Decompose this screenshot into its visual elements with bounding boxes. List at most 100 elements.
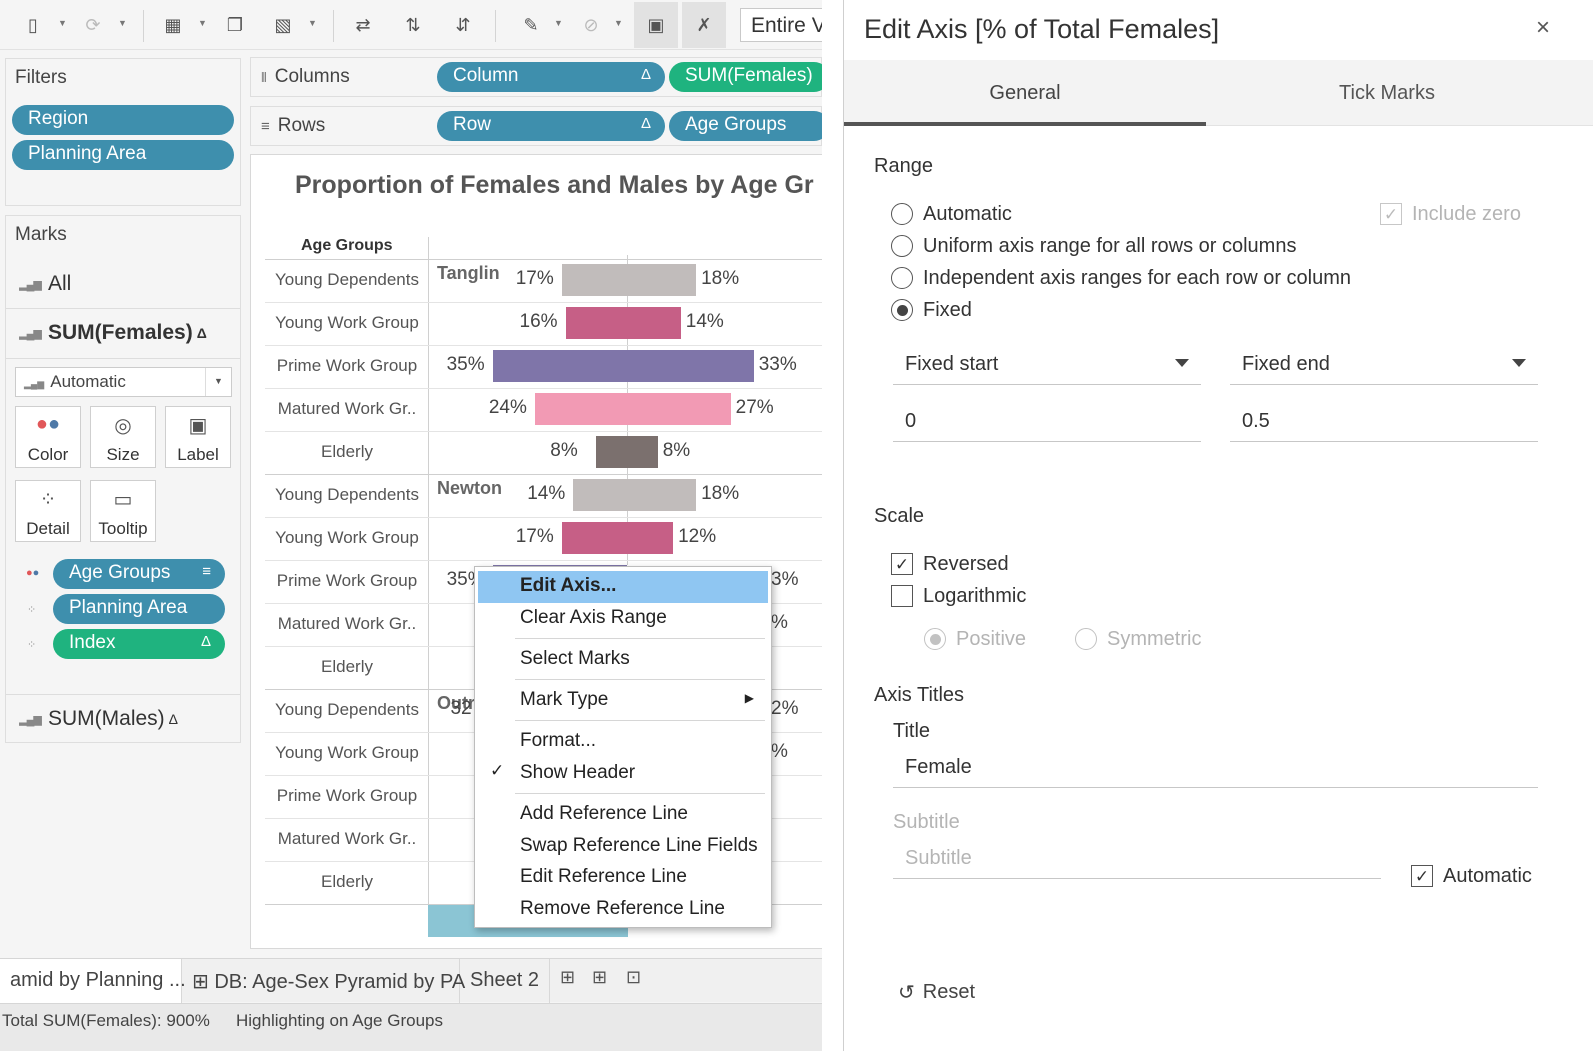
range-option-fixed[interactable]: Fixed [891, 296, 972, 324]
female-bar[interactable] [596, 436, 627, 468]
row-label-1[interactable]: Young Dependents [274, 485, 419, 504]
reversed-checkbox-row[interactable]: ✓ Reversed [891, 550, 1009, 578]
tab-db-age-sex-pyramid[interactable]: ⊞ DB: Age-Sex Pyramid by PA [182, 959, 465, 1003]
rows-pill-age-groups[interactable]: Age Groups [669, 111, 822, 141]
tab-general[interactable]: General [844, 60, 1206, 126]
label-button[interactable]: ▣ Label [165, 406, 231, 468]
planning-area-label[interactable]: Newton [437, 478, 502, 498]
subtitle-automatic-checkbox[interactable]: ✓ [1411, 865, 1433, 887]
fixed-end-select[interactable]: Fixed end [1230, 343, 1538, 385]
fix-axes-icon[interactable]: ✗ [682, 2, 726, 48]
new-worksheet-icon[interactable]: ▦ [164, 14, 182, 35]
logarithmic-checkbox-row[interactable]: Logarithmic [891, 582, 1026, 610]
row-label-4[interactable]: Matured Work Gr.. [277, 399, 417, 418]
menu-item-edit-axis[interactable]: Edit Axis... [478, 571, 768, 603]
row-label-5[interactable]: Elderly [321, 872, 373, 891]
rows-pill-row[interactable]: Row Δ [437, 111, 665, 141]
sort-ascending-icon[interactable]: ⇅ [405, 14, 421, 35]
close-icon[interactable]: × [1536, 14, 1551, 41]
range-option-automatic[interactable]: Automatic [891, 200, 1012, 228]
size-button[interactable]: ◎ Size [90, 406, 156, 468]
chevron-down-icon[interactable]: ▼ [308, 18, 317, 28]
male-bar[interactable] [627, 350, 754, 382]
axis-title-input[interactable]: Female [893, 746, 1538, 788]
refresh-icon[interactable]: ⟳ [85, 14, 101, 35]
color-button[interactable]: ●● Color [15, 406, 81, 468]
detail-button[interactable]: ⁘ Detail [15, 480, 81, 542]
columns-shelf[interactable]: ⦀ Columns Column Δ SUM(Females) [250, 57, 822, 97]
chevron-down-icon[interactable]: ▼ [58, 18, 67, 28]
fixed-start-select[interactable]: Fixed start [893, 343, 1201, 385]
female-bar[interactable] [561, 522, 627, 554]
logarithmic-checkbox[interactable] [891, 585, 913, 607]
planning-area-label[interactable]: Tanglin [437, 263, 500, 283]
filter-pill-planning-area[interactable]: Planning Area [12, 140, 234, 170]
radio-independent[interactable] [891, 267, 913, 289]
marks-field-age-groups[interactable]: Age Groups ≡ [53, 559, 225, 589]
row-label-1[interactable]: Young Dependents [274, 270, 419, 289]
mark-type-select[interactable]: ▂▄▆ Automatic ▼ [15, 367, 232, 397]
new-worksheet-icon[interactable]: ⊞ [560, 967, 576, 987]
male-bar[interactable] [627, 479, 697, 511]
female-bar[interactable] [492, 350, 627, 382]
fixed-start-input[interactable]: 0 [893, 400, 1201, 442]
highlight-icon[interactable]: ✎ [523, 14, 539, 35]
menu-item-clear-axis-range[interactable]: Clear Axis Range [478, 603, 768, 635]
tab-sheet-2[interactable]: Sheet 2 [460, 959, 550, 1003]
row-label-4[interactable]: Matured Work Gr.. [277, 614, 417, 633]
swap-rows-columns-icon[interactable]: ⇄ [355, 14, 371, 35]
marks-field-planning-area[interactable]: Planning Area [53, 594, 225, 624]
row-label-1[interactable]: Young Dependents [274, 700, 419, 719]
menu-item-edit-reference-line[interactable]: Edit Reference Line [478, 862, 768, 894]
save-icon[interactable]: ▯ [28, 14, 38, 35]
row-label-3[interactable]: Prime Work Group [276, 786, 418, 805]
rows-shelf[interactable]: ≡ Rows Row Δ Age Groups [250, 106, 822, 146]
columns-pill-column[interactable]: Column Δ [437, 62, 665, 92]
male-bar[interactable] [627, 436, 658, 468]
row-label-2[interactable]: Young Work Group [275, 528, 419, 547]
clear-sheet-icon[interactable]: ▧ [274, 14, 292, 35]
male-bar[interactable] [627, 307, 681, 339]
planning-area-label[interactable]: Outr [437, 693, 475, 713]
new-dashboard-icon[interactable]: ⊞ [592, 967, 608, 987]
row-label-3[interactable]: Prime Work Group [276, 356, 418, 375]
radio-uniform[interactable] [891, 235, 913, 257]
tab-tick-marks[interactable]: Tick Marks [1339, 82, 1435, 104]
radio-automatic[interactable] [891, 203, 913, 225]
menu-item-add-reference-line[interactable]: Add Reference Line [478, 799, 768, 831]
radio-fixed[interactable] [891, 299, 913, 321]
male-bar[interactable] [627, 393, 731, 425]
row-label-2[interactable]: Young Work Group [275, 743, 419, 762]
chevron-down-icon[interactable]: ▼ [614, 18, 623, 28]
show-mark-labels-icon[interactable]: ▣ [634, 2, 678, 48]
row-label-5[interactable]: Elderly [321, 442, 373, 461]
reversed-checkbox[interactable]: ✓ [891, 553, 913, 575]
male-bar[interactable] [627, 264, 697, 296]
row-label-3[interactable]: Prime Work Group [276, 571, 418, 590]
columns-pill-sum-females[interactable]: SUM(Females) [669, 62, 822, 92]
range-option-uniform[interactable]: Uniform axis range for all rows or colum… [891, 232, 1296, 260]
menu-item-swap-reference-line-fields[interactable]: Swap Reference Line Fields [478, 831, 768, 863]
menu-item-show-header[interactable]: Show Header ✓ [478, 758, 768, 790]
female-bar[interactable] [565, 307, 627, 339]
menu-item-format[interactable]: Format... [478, 726, 768, 758]
reset-button[interactable]: ↺ Reset [898, 980, 975, 1005]
range-option-independent[interactable]: Independent axis ranges for each row or … [891, 264, 1351, 292]
duplicate-sheet-icon[interactable]: ❐ [226, 14, 244, 35]
marks-tab-sum-males[interactable]: ▂▄▆ SUM(Males) Δ [12, 695, 240, 743]
chevron-down-icon[interactable]: ▼ [554, 18, 563, 28]
female-bar[interactable] [561, 264, 627, 296]
female-bar[interactable] [534, 393, 627, 425]
marks-tab-all[interactable]: ▂▄▆ All [12, 260, 240, 308]
filter-pill-region[interactable]: Region [12, 105, 234, 135]
row-label-4[interactable]: Matured Work Gr.. [277, 829, 417, 848]
fit-select[interactable]: Entire V [740, 8, 822, 42]
menu-item-remove-reference-line[interactable]: Remove Reference Line [478, 894, 768, 926]
marks-field-index[interactable]: Index Δ [53, 629, 225, 659]
menu-item-select-marks[interactable]: Select Marks [478, 644, 768, 676]
sort-descending-icon[interactable]: ⇵ [455, 14, 471, 35]
male-bar[interactable] [627, 522, 674, 554]
row-label-5[interactable]: Elderly [321, 657, 373, 676]
fixed-end-input[interactable]: 0.5 [1230, 400, 1538, 442]
tooltip-button[interactable]: ▭ Tooltip [90, 480, 156, 542]
